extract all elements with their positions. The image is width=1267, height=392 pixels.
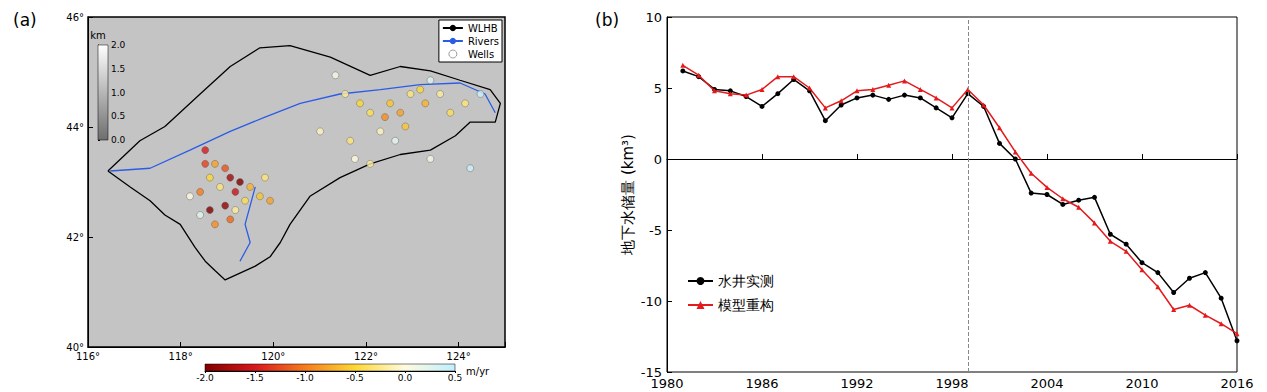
svg-text:模型重构: 模型重构: [718, 297, 774, 313]
svg-text:2016: 2016: [1220, 376, 1253, 391]
svg-text:1998: 1998: [935, 376, 968, 391]
svg-text:1.5: 1.5: [111, 64, 125, 74]
svg-text:-1.0: -1.0: [296, 373, 314, 383]
svg-text:116°: 116°: [76, 351, 100, 362]
svg-text:5: 5: [654, 81, 662, 96]
svg-text:2.0: 2.0: [111, 40, 126, 50]
svg-text:(b): (b): [595, 10, 619, 30]
svg-text:-2.0: -2.0: [196, 373, 214, 383]
svg-text:-10: -10: [641, 294, 662, 309]
svg-text:40°: 40°: [66, 341, 84, 353]
svg-text:2004: 2004: [1030, 376, 1063, 391]
svg-text:-5: -5: [649, 223, 662, 238]
svg-text:WLHB: WLHB: [468, 23, 498, 34]
svg-text:m/yr: m/yr: [466, 366, 490, 377]
svg-text:0.0: 0.0: [398, 373, 413, 383]
svg-text:1.0: 1.0: [111, 88, 126, 98]
svg-text:0: 0: [654, 152, 662, 167]
svg-text:2010: 2010: [1125, 376, 1158, 391]
svg-text:km: km: [90, 30, 106, 41]
svg-text:(a): (a): [13, 10, 37, 30]
svg-text:1986: 1986: [745, 376, 778, 391]
svg-text:120°: 120°: [261, 351, 285, 362]
svg-text:Rivers: Rivers: [468, 36, 499, 47]
svg-text:0.5: 0.5: [111, 111, 125, 121]
svg-text:-1.5: -1.5: [246, 373, 264, 383]
svg-text:-0.5: -0.5: [346, 373, 364, 383]
svg-text:水井实测: 水井实测: [718, 273, 774, 289]
svg-text:42°: 42°: [66, 232, 84, 243]
svg-text:0.5: 0.5: [448, 373, 462, 383]
svg-text:124°: 124°: [447, 351, 471, 362]
svg-text:1992: 1992: [840, 376, 873, 391]
svg-text:-15: -15: [640, 364, 662, 380]
svg-text:44°: 44°: [66, 122, 84, 133]
svg-text:1980: 1980: [650, 376, 683, 391]
svg-text:0.0: 0.0: [111, 135, 126, 145]
svg-text:地下水储量 (km³): 地下水储量 (km³): [619, 134, 637, 256]
svg-text:Wells: Wells: [468, 49, 494, 60]
svg-text:46°: 46°: [66, 12, 84, 23]
svg-text:10: 10: [645, 10, 662, 25]
svg-text:118°: 118°: [169, 351, 193, 362]
svg-text:122°: 122°: [354, 351, 378, 362]
